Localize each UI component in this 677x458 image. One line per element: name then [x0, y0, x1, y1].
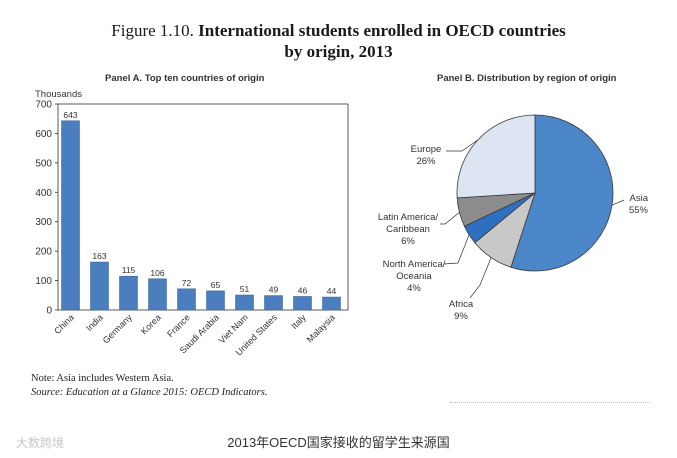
panel-b-title: Panel B. Distribution by region of origi… — [437, 73, 617, 84]
x-tick-label: Germany — [101, 312, 135, 346]
figure-source: Source: Education at a Glance 2015: OECD… — [31, 387, 268, 398]
y-tick-label: 100 — [35, 276, 52, 287]
figure-title: Figure 1.10. International students enro… — [0, 20, 677, 62]
divider — [450, 402, 650, 404]
leader-line — [443, 234, 470, 265]
bar-value-label: 44 — [327, 286, 337, 296]
bar-value-label: 65 — [211, 280, 221, 290]
x-tick-label: India — [84, 312, 105, 333]
bar — [90, 261, 109, 311]
bar — [322, 296, 341, 311]
x-tick-label: Italy — [289, 312, 308, 331]
y-tick-label: 500 — [35, 158, 52, 169]
watermark: 大数跨境 — [16, 436, 65, 450]
bar-value-label: 46 — [298, 285, 308, 295]
figure-title-line2: by origin, 2013 — [284, 42, 393, 61]
bar — [235, 294, 254, 311]
bar — [206, 290, 225, 311]
figure-title-line1: International students enrolled in OECD … — [198, 21, 566, 40]
pie-chart: Asia 55% Africa 9%North America/Oceania 4% La… — [378, 114, 649, 322]
bar-value-label: 72 — [182, 278, 192, 288]
leader-line — [611, 199, 625, 206]
y-tick-label: 200 — [35, 247, 52, 258]
bar — [148, 278, 167, 311]
bar — [264, 295, 283, 311]
panel-a-title: Panel A. Top ten countries of origin — [105, 73, 265, 84]
pie-label-north-america: North America/Oceania 4% — [383, 259, 446, 294]
pie-slice — [456, 114, 536, 199]
bar-value-label: 115 — [122, 265, 136, 275]
bar — [177, 288, 196, 311]
pie-label-latin-america: Latin America/Caribbean 6% — [378, 212, 439, 247]
plot-frame — [57, 103, 349, 311]
figure-number: Figure 1.10. — [111, 21, 194, 40]
y-tick-label: 0 — [46, 306, 52, 317]
x-tick-label: China — [52, 312, 76, 336]
bar-value-label: 163 — [92, 251, 106, 261]
bar-value-label: 49 — [269, 285, 279, 295]
x-tick-label: Korea — [139, 312, 163, 336]
x-tick-label: Malaysia — [305, 312, 337, 344]
pie-label-asia: Asia 55% — [629, 193, 649, 216]
bar-value-label: 643 — [63, 110, 77, 120]
figure-note: Note: Asia includes Western Asia. — [31, 373, 174, 384]
bar-value-label: 51 — [240, 284, 250, 294]
leader-line — [446, 139, 479, 152]
leader-line — [469, 257, 492, 299]
leader-line — [440, 212, 460, 225]
pie-slice — [510, 114, 614, 272]
pie-label-africa: Africa 9% — [449, 299, 474, 322]
bar — [119, 275, 138, 311]
bar-value-label: 106 — [150, 268, 164, 278]
y-tick-label: 600 — [35, 129, 52, 140]
y-tick-label: 300 — [35, 217, 52, 228]
image-caption: 2013年OECD国家接收的留学生来源国 — [227, 435, 450, 450]
bar-chart: Thousands 0 100 200 300 400 500 600 700 643 China 1… — [35, 89, 349, 358]
pie-label-europe: Europe 26% — [411, 144, 442, 167]
y-tick-label: 700 — [35, 100, 52, 111]
y-tick-label: 400 — [35, 188, 52, 199]
x-tick-label: France — [165, 312, 192, 339]
bar — [293, 296, 312, 311]
bar — [61, 120, 80, 311]
y-axis-label: Thousands — [35, 89, 82, 100]
